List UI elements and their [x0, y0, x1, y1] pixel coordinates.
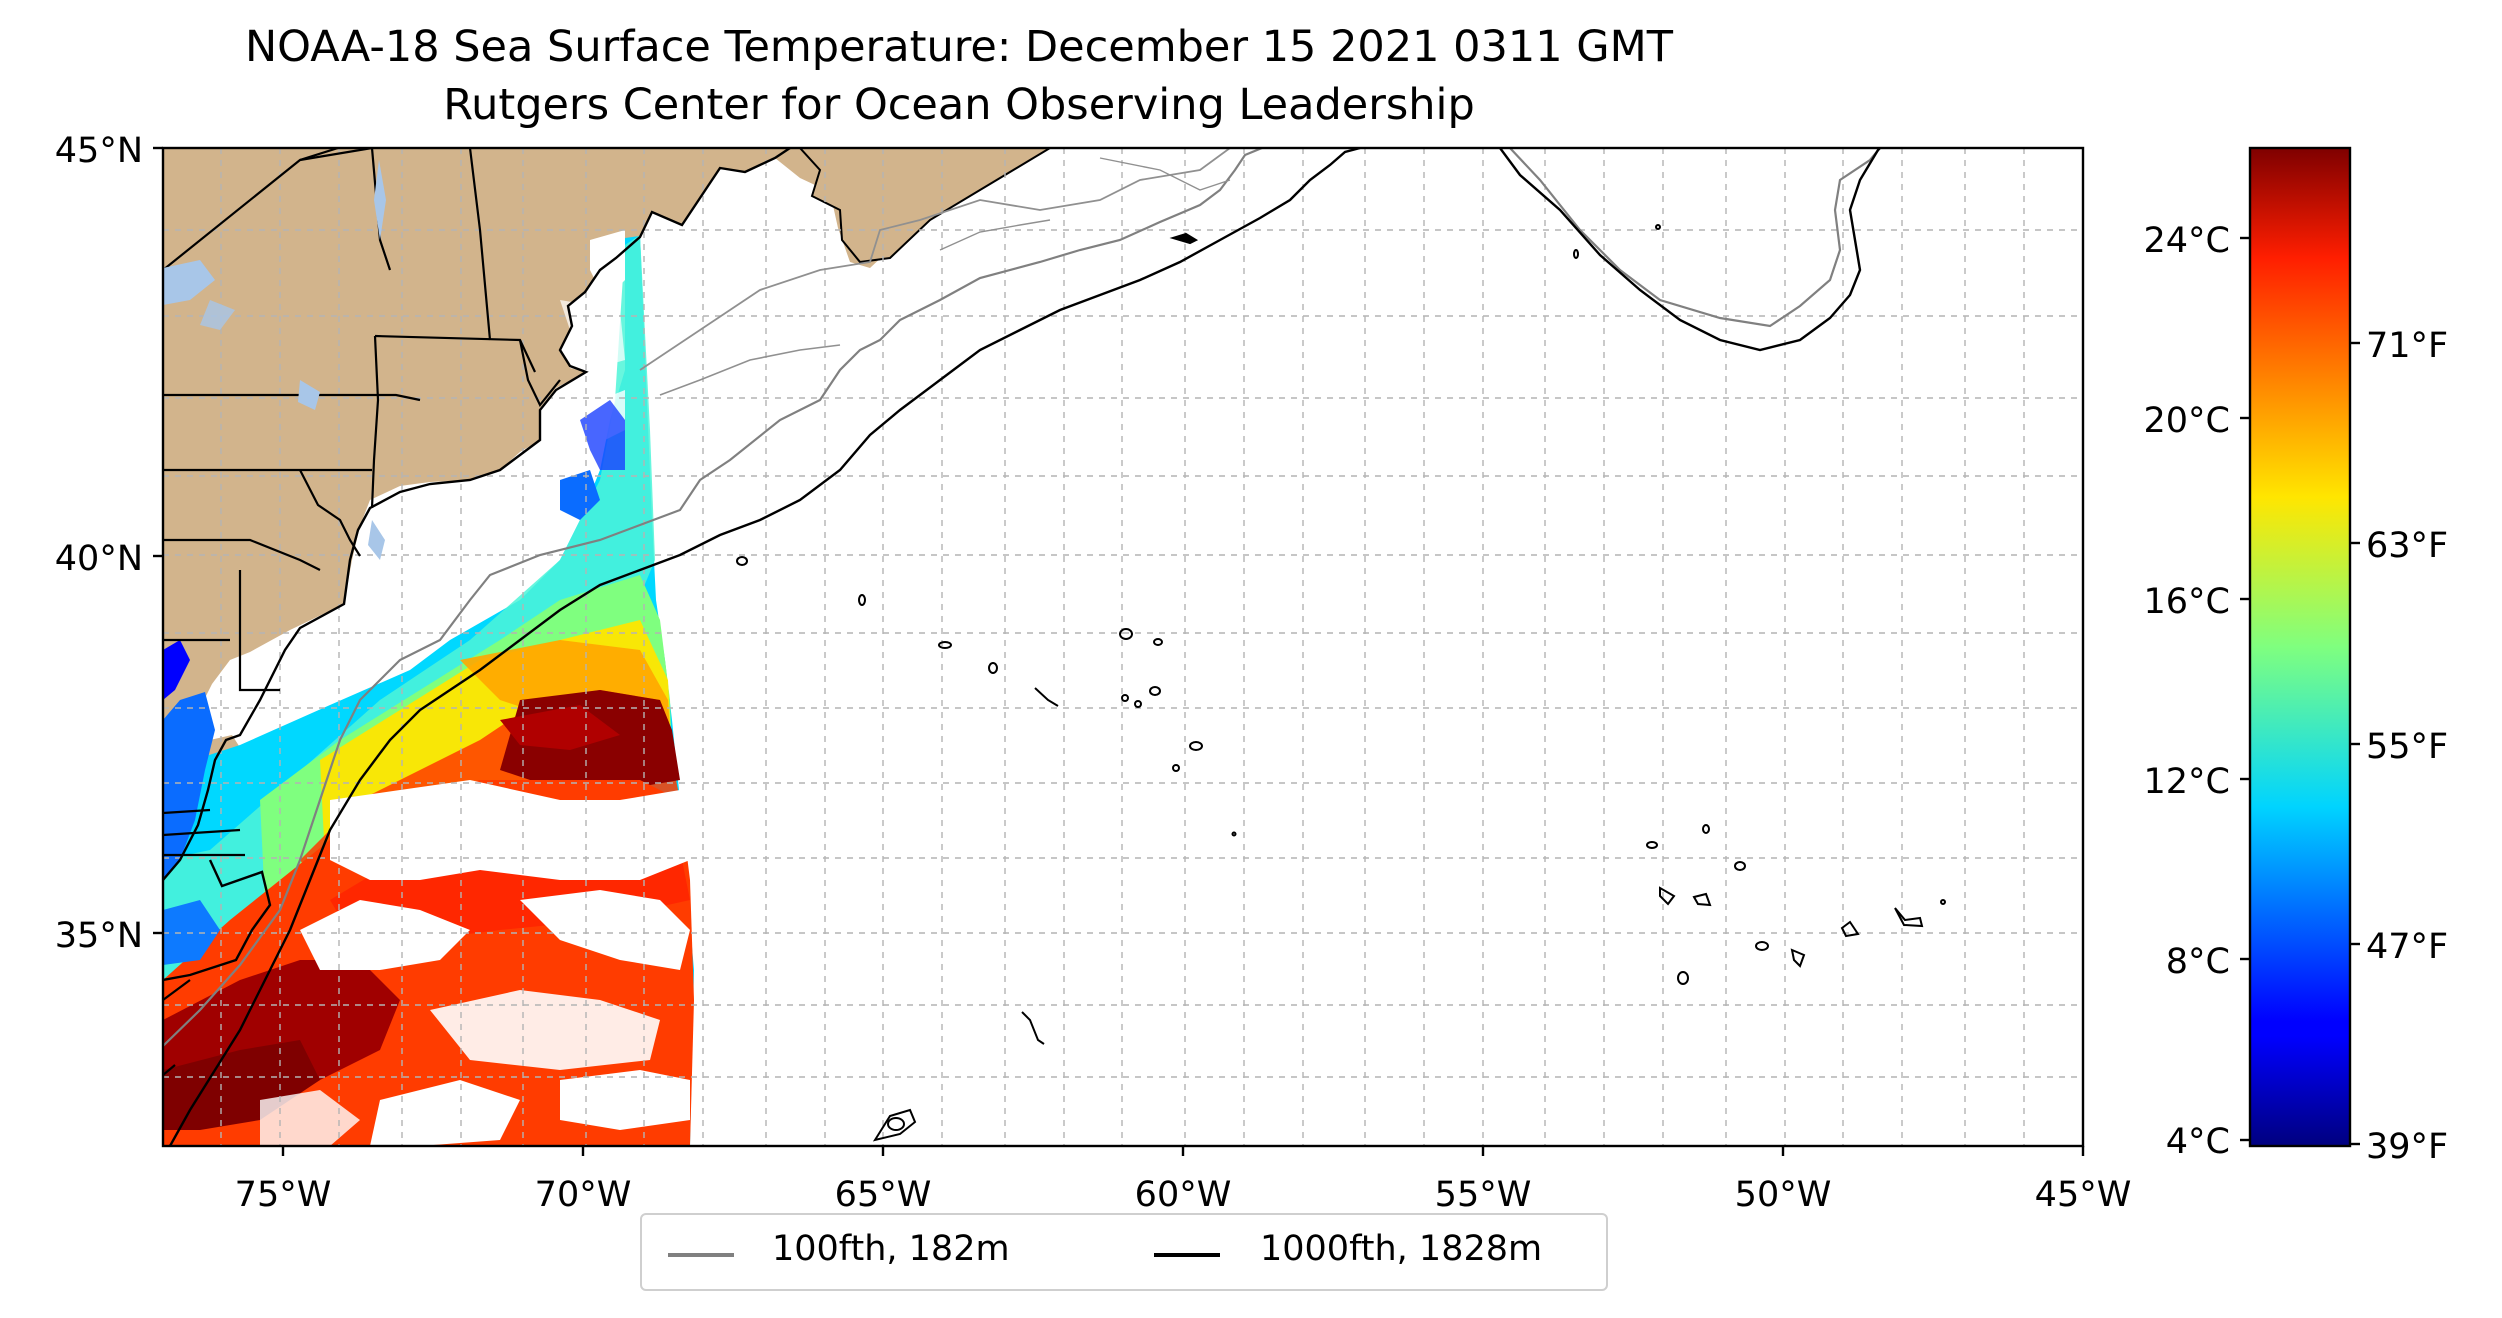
lakes: [163, 160, 386, 560]
celsius-tick-label: 4°C: [2166, 1122, 2230, 1162]
state-borders: [163, 148, 561, 1076]
legend: 100fth, 182m 1000fth, 1828m: [640, 1213, 1608, 1291]
isobath-100fth: [163, 148, 1881, 1047]
land-nova-scotia: [798, 148, 1052, 264]
fahrenheit-tick-label: 39°F: [2366, 1127, 2448, 1167]
legend-label-1000fth: 1000fth, 1828m: [1260, 1229, 1543, 1269]
colorbar: [2248, 146, 2352, 1148]
latitude-tick-labels: 45°N 40°N 35°N: [55, 131, 143, 956]
celsius-tick-label: 8°C: [2166, 942, 2230, 982]
celsius-tick-label: 20°C: [2144, 401, 2230, 441]
legend-label-100fth: 100fth, 182m: [772, 1229, 1010, 1269]
celsius-tick-label: 16°C: [2144, 582, 2230, 622]
fahrenheit-tick-label: 55°F: [2366, 727, 2448, 767]
lon-tick-label: 75°W: [235, 1175, 332, 1215]
longitude-tick-labels: 75°W 70°W 65°W 60°W 55°W 50°W 45°W: [235, 1175, 2132, 1215]
lon-tick-label: 60°W: [1135, 1175, 1232, 1215]
colorbar-fahrenheit-labels: 71°F 63°F 55°F 47°F 39°F: [2366, 326, 2448, 1167]
map-area: [163, 148, 2083, 1146]
lat-tick-label: 45°N: [55, 131, 143, 171]
legend-swatch-1000fth: [1154, 1253, 1220, 1257]
lon-tick-label: 45°W: [2035, 1175, 2132, 1215]
lat-tick-label: 35°N: [55, 916, 143, 956]
seamounts: [736, 224, 1946, 1142]
map-grid: [163, 148, 2083, 1146]
lon-tick-label: 65°W: [835, 1175, 932, 1215]
map-title: NOAA-18 Sea Surface Temperature: Decembe…: [245, 22, 1673, 72]
map-subtitle: Rutgers Center for Ocean Observing Leade…: [443, 80, 1475, 130]
fahrenheit-tick-label: 63°F: [2366, 526, 2448, 566]
lon-tick-label: 50°W: [1735, 1175, 1832, 1215]
fahrenheit-tick-label: 47°F: [2366, 927, 2448, 967]
colorbar-celsius-labels: 24°C 20°C 16°C 12°C 8°C 4°C: [2144, 221, 2230, 1162]
legend-swatch-100fth: [668, 1253, 734, 1257]
axis-ticks: [153, 146, 2085, 1156]
lon-tick-label: 70°W: [535, 1175, 632, 1215]
lat-tick-label: 40°N: [55, 539, 143, 579]
coastline: [163, 148, 791, 881]
cloud-mask: [260, 230, 690, 1146]
lon-tick-label: 55°W: [1435, 1175, 1532, 1215]
isobath-1000fth: [168, 148, 1881, 1146]
map-frame: [161, 146, 2085, 1148]
celsius-tick-label: 12°C: [2144, 762, 2230, 802]
fahrenheit-tick-label: 71°F: [2366, 326, 2448, 366]
colorbar-ticks: [2240, 236, 2360, 1146]
celsius-tick-label: 24°C: [2144, 221, 2230, 261]
